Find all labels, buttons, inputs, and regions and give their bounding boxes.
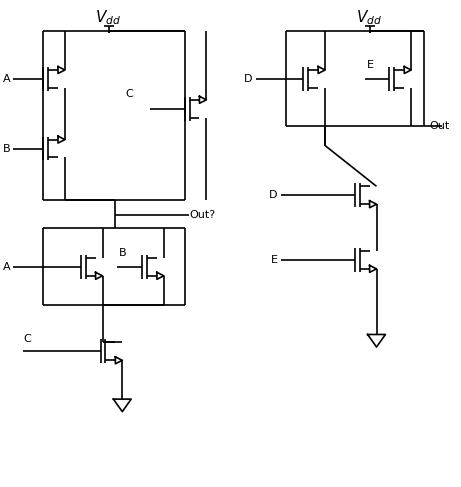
Text: Out: Out — [429, 121, 449, 131]
Text: $V_{dd}$: $V_{dd}$ — [355, 8, 382, 27]
Text: $V_{dd}$: $V_{dd}$ — [95, 8, 121, 27]
Text: Out?: Out? — [189, 210, 216, 220]
Text: B: B — [119, 248, 127, 258]
Text: D: D — [244, 74, 253, 84]
Text: E: E — [366, 60, 373, 70]
Text: B: B — [3, 144, 11, 153]
Text: A: A — [3, 74, 11, 84]
Text: C: C — [125, 89, 133, 99]
Text: E: E — [271, 255, 278, 265]
Text: C: C — [24, 335, 31, 344]
Text: A: A — [3, 262, 11, 272]
Text: D: D — [269, 190, 278, 200]
